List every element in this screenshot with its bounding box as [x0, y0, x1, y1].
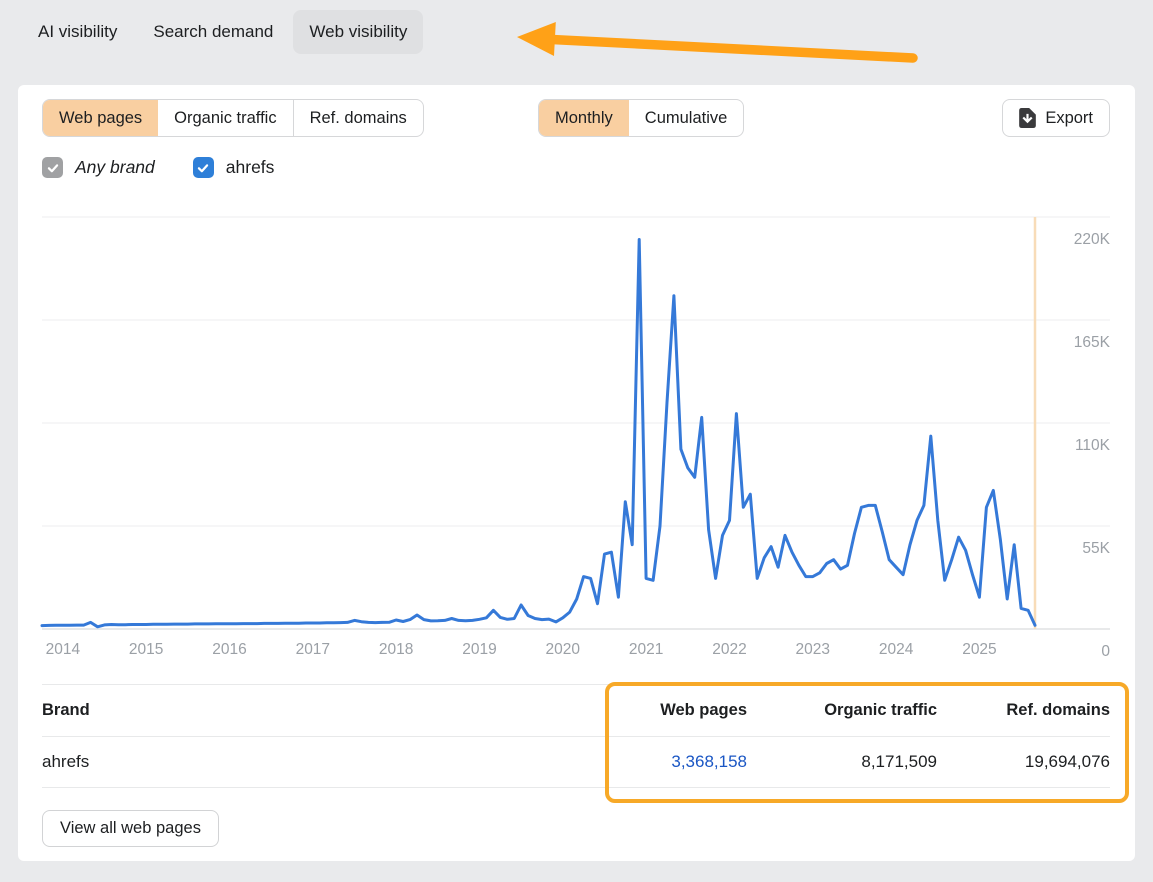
brand-table: Brand Web pages Organic traffic Ref. dom… — [42, 684, 1110, 788]
view-all-web-pages-button[interactable]: View all web pages — [42, 810, 219, 847]
export-button[interactable]: Export — [1002, 99, 1110, 137]
metric-option-web-pages[interactable]: Web pages — [43, 100, 159, 136]
brand-cell: ahrefs — [42, 752, 90, 771]
brand-filters: Any brand ahrefs — [42, 157, 274, 178]
web-pages-line-chart — [40, 216, 1110, 630]
metric-option-organic-traffic[interactable]: Organic traffic — [158, 100, 292, 136]
web-visibility-panel: Web pages Organic traffic Ref. domains M… — [18, 85, 1135, 861]
organic-traffic-value: 8,171,509 — [861, 752, 937, 771]
check-icon — [198, 163, 209, 172]
tab-search-demand[interactable]: Search demand — [153, 22, 274, 41]
table-row: ahrefs 3,368,158 8,171,509 19,694,076 — [42, 737, 1110, 788]
ahrefs-checkbox[interactable] — [192, 157, 214, 178]
any-brand-label: Any brand — [75, 157, 155, 177]
tab-web-visibility[interactable]: Web visibility — [293, 10, 424, 54]
metric-option-ref-domains[interactable]: Ref. domains — [292, 100, 423, 136]
period-option-cumulative[interactable]: Cumulative — [629, 100, 744, 136]
tab-ai-visibility[interactable]: AI visibility — [38, 22, 118, 41]
table-header-row: Brand Web pages Organic traffic Ref. dom… — [42, 684, 1110, 737]
check-icon — [47, 163, 58, 172]
export-label: Export — [1045, 108, 1093, 127]
visibility-tabbar: AI visibility Search demand Web visibili… — [22, 10, 424, 54]
ref-domains-value: 19,694,076 — [1024, 752, 1110, 771]
metric-toggle: Web pages Organic traffic Ref. domains — [42, 99, 424, 137]
column-header-ref-domains[interactable]: Ref. domains — [1006, 701, 1110, 719]
column-header-organic-traffic[interactable]: Organic traffic — [824, 701, 937, 719]
period-toggle: Monthly Cumulative — [538, 99, 745, 137]
column-header-web-pages[interactable]: Web pages — [660, 701, 747, 719]
period-option-monthly[interactable]: Monthly — [539, 100, 629, 136]
ahrefs-label: ahrefs — [225, 157, 275, 177]
web-pages-value-link[interactable]: 3,368,158 — [671, 752, 747, 771]
any-brand-checkbox[interactable] — [42, 157, 63, 178]
column-header-brand[interactable]: Brand — [42, 701, 90, 719]
download-file-icon — [1019, 108, 1037, 128]
